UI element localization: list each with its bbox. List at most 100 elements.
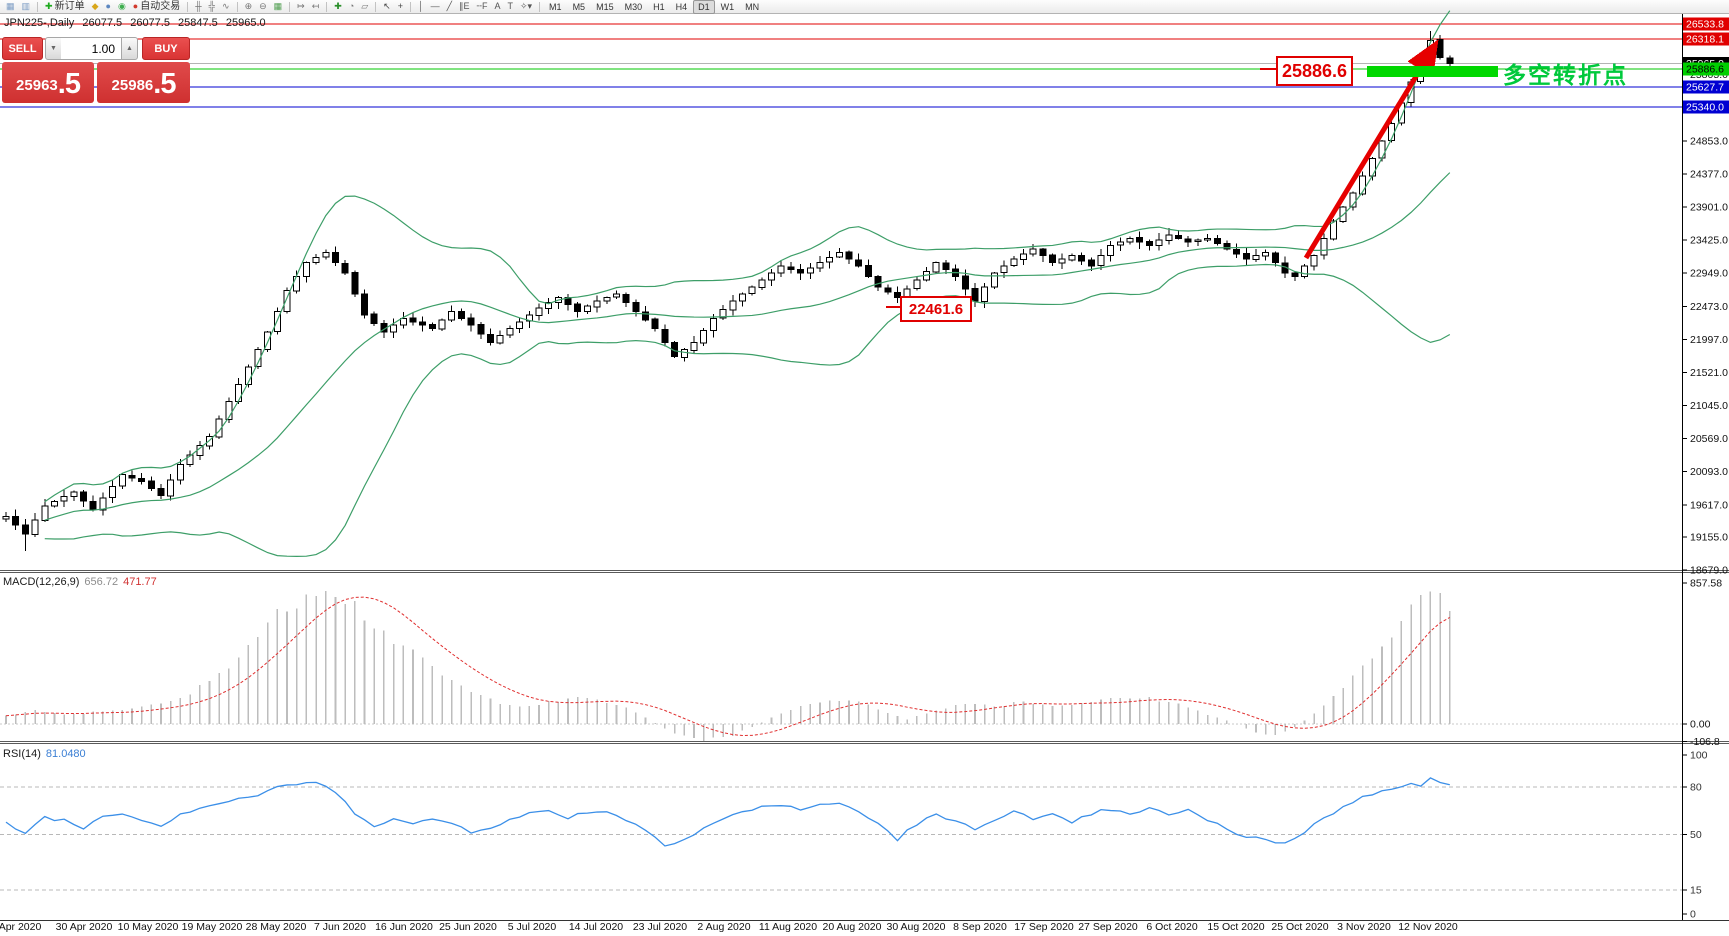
horizontal-line-icon[interactable]: — [428,0,443,13]
shapes-dropdown-icon[interactable]: ✧▾ [517,0,535,13]
timeframe-MN-button[interactable]: MN [745,1,760,12]
volume-input[interactable] [61,37,121,60]
toolbar-separator [326,1,328,12]
rsi-tick-label: 0 [1690,909,1696,921]
timeframe-W1-button[interactable]: W1 [720,1,735,12]
timeframe-H1-button[interactable]: H1 [653,1,665,12]
line-chart-mode-icon: ∿ [222,1,230,11]
chart-window-icon: ▦ [6,1,15,11]
date-label: 6 Oct 2020 [1146,921,1198,933]
timeframe-M5-button[interactable]: M5 [572,1,586,12]
price-tick-label: 21997.0 [1690,334,1728,346]
shapes-dropdown-icon: ✧▾ [519,1,533,11]
date-label: 8 Sep 2020 [953,921,1007,933]
date-label: 3 Nov 2020 [1337,921,1391,933]
date-label: Apr 2020 [0,921,41,933]
ohlc-high: 26077.5 [130,17,170,29]
price-tick-label: 22473.0 [1690,301,1728,313]
price-tick-label: 23425.0 [1690,235,1728,247]
trendline-icon[interactable]: ╱ [444,0,455,13]
turning-point-note[interactable]: 多空转折点 [1503,62,1628,88]
market-depth-icon[interactable]: ● [103,0,114,13]
rsi-tick-label: 15 [1690,885,1702,897]
fibonacci-icon: ╌F [476,1,488,11]
date-label: 19 May 2020 [182,921,243,933]
volume-increase-button[interactable]: ▲ [121,37,138,60]
macd-signal-line [5,596,1451,737]
price-badge [1683,62,1729,76]
indicators-icon: ✚ [334,1,342,11]
cursor-icon: ↖ [383,1,391,11]
symbol-period-label: JPN225-,Daily [4,17,75,29]
volume-decrease-button[interactable]: ▼ [45,37,62,60]
price-badge-label: 25886.6 [1686,63,1724,75]
timeframe-D1-button[interactable]: D1 [693,0,715,14]
tile-windows-icon[interactable]: ▦ [271,0,286,13]
sell-price-tile[interactable]: 25963 .5 [2,62,94,103]
macd-name: MACD(12,26,9) [3,576,80,588]
data-window-icon[interactable]: ▥ [19,0,34,13]
zoom-in-icon[interactable]: ⊕ [242,0,256,13]
candlestick-series[interactable] [2,31,1454,552]
fibonacci-icon[interactable]: ╌F [474,0,491,13]
price-badge [1683,80,1729,94]
text-label-icon[interactable]: T [504,0,516,13]
date-label: 23 Jul 2020 [633,921,687,933]
sell-button[interactable]: SELL [2,37,43,60]
price-badge [1683,17,1729,31]
trendline-icon: ╱ [446,1,453,11]
candlestick-mode-icon[interactable]: ╬ [206,0,218,13]
buy-button[interactable]: BUY [142,37,190,60]
macd-tick-label: 0.00 [1690,719,1711,731]
rsi-tick-label: 80 [1690,781,1702,793]
bar-chart-mode-icon[interactable]: ╫ [192,0,204,13]
chart-window-icon[interactable]: ▦ [3,0,18,13]
date-label: 25 Jun 2020 [439,921,497,933]
vertical-line-icon[interactable]: │ [415,0,427,13]
macd-tick-label: -106.8 [1690,736,1720,748]
support-price-annotation[interactable]: 22461.6 [900,296,972,322]
indicators-icon[interactable]: ✚ [331,0,345,13]
timeframe-M15-button[interactable]: M15 [596,1,614,12]
history-center-icon[interactable]: ◆ [89,0,102,13]
buy-price-tile[interactable]: 25986 .5 [97,62,190,103]
bar-chart-mode-icon: ╫ [195,1,202,11]
timeframe-M30-button[interactable]: M30 [624,1,643,12]
text-icon[interactable]: A [491,0,503,13]
auto-scroll-icon: ↦ [297,1,305,11]
cursor-icon[interactable]: ↖ [380,0,394,13]
periods-dropdown-icon[interactable]: ◔ [346,0,357,13]
ohlc-low: 25847.5 [178,17,218,29]
market-depth-icon: ● [105,1,111,11]
date-label: 11 Aug 2020 [759,921,817,933]
price-tick-label: 24377.0 [1690,168,1728,180]
zoom-out-icon[interactable]: ⊖ [256,0,270,13]
ohlc-open: 26077.5 [82,17,123,29]
line-chart-mode-icon[interactable]: ∿ [219,0,233,13]
resistance-price-annotation[interactable]: 25886.6 [1276,56,1353,86]
zoom-out-icon: ⊖ [259,1,267,11]
ohlc-close: 25965.0 [225,17,266,29]
price-tick-label: 22949.0 [1690,268,1728,280]
templates-icon: ▱ [361,1,369,11]
turning-point-highlight-bar[interactable] [1367,66,1498,77]
auto-scroll-icon[interactable]: ↦ [294,0,308,13]
signals-icon[interactable]: ◉ [115,0,129,13]
toolbar-separator [409,1,411,12]
chart-shift-icon[interactable]: ↤ [309,0,323,13]
vertical-line-icon: │ [417,1,424,11]
templates-icon[interactable]: ▱ [358,0,371,13]
crosshair-icon[interactable]: + [395,0,406,13]
equidistant-channel-icon[interactable]: ∥E [456,0,473,13]
price-badge [1683,100,1729,114]
tile-windows-icon: ▦ [273,1,283,11]
new-order-button[interactable]: ✚ 新订单 [42,0,88,13]
autotrading-button[interactable]: ● 自动交易 [130,0,183,13]
timeframe-H4-button[interactable]: H4 [675,1,688,12]
date-label: 16 Jun 2020 [375,921,433,933]
price-tick-label: 20093.0 [1690,466,1728,478]
timeframe-M1-button[interactable]: M1 [549,1,562,12]
price-tick-label: 21521.0 [1690,367,1728,379]
periods-dropdown-icon: ◔ [348,1,355,11]
